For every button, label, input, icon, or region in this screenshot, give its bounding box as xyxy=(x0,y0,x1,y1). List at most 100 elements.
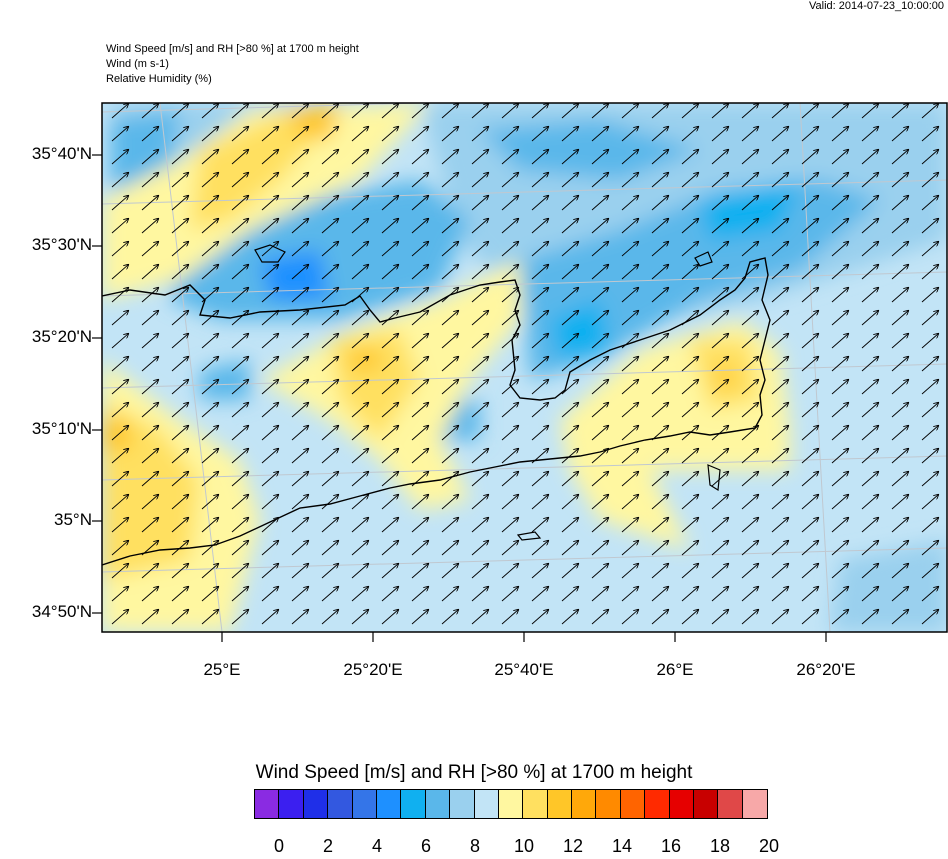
wind-arrow xyxy=(261,334,279,349)
wind-arrow xyxy=(321,219,339,234)
wind-arrow xyxy=(261,288,279,303)
wind-arrow xyxy=(801,587,819,602)
wind-arrow xyxy=(801,311,819,326)
wind-arrow xyxy=(831,380,849,395)
legend-tick: 6 xyxy=(420,836,432,856)
wind-arrow xyxy=(621,173,639,188)
wind-arrow xyxy=(741,196,759,211)
wind-arrow xyxy=(891,426,909,441)
wind-arrow xyxy=(441,610,459,625)
wind-arrow xyxy=(201,426,219,441)
wind-arrow xyxy=(321,265,339,280)
wind-arrow xyxy=(471,357,489,372)
wind-arrow xyxy=(591,242,609,257)
wind-arrow xyxy=(921,518,939,533)
wind-arrow xyxy=(321,610,339,625)
wind-arrow xyxy=(501,541,519,556)
wind-arrow xyxy=(561,449,579,464)
wind-arrow xyxy=(531,196,549,211)
wind-arrow xyxy=(111,150,129,165)
wind-arrow xyxy=(501,449,519,464)
wind-arrow xyxy=(681,426,699,441)
field-layer xyxy=(102,103,947,632)
wind-arrow xyxy=(771,127,789,142)
wind-arrow xyxy=(501,587,519,602)
wind-arrow xyxy=(591,173,609,188)
wind-arrow xyxy=(831,288,849,303)
wind-arrow xyxy=(351,449,369,464)
wind-arrow xyxy=(891,127,909,142)
wind-arrow xyxy=(411,541,429,556)
wind-arrow xyxy=(471,196,489,211)
wind-arrow xyxy=(621,127,639,142)
wind-arrow xyxy=(411,426,429,441)
legend-swatch xyxy=(718,790,743,818)
wind-arrow xyxy=(531,472,549,487)
wind-arrow xyxy=(381,104,399,119)
wind-arrow xyxy=(291,311,309,326)
wind-arrow xyxy=(561,265,579,280)
wind-arrow xyxy=(771,288,789,303)
wind-arrow xyxy=(321,196,339,211)
wind-arrow xyxy=(771,265,789,280)
wind-arrow xyxy=(921,127,939,142)
wind-arrow xyxy=(441,541,459,556)
wind-arrow xyxy=(381,403,399,418)
wind-arrow xyxy=(771,587,789,602)
wind-arrow xyxy=(861,265,879,280)
wind-arrow xyxy=(201,610,219,625)
wind-arrow xyxy=(441,495,459,510)
wind-arrow xyxy=(801,219,819,234)
wind-arrow xyxy=(561,587,579,602)
wind-arrow xyxy=(111,334,129,349)
wind-arrow xyxy=(321,472,339,487)
wind-arrow xyxy=(261,495,279,510)
wind-arrow xyxy=(501,288,519,303)
wind-arrow xyxy=(411,265,429,280)
wind-arrow xyxy=(891,472,909,487)
wind-arrow xyxy=(351,610,369,625)
wind-arrow xyxy=(531,173,549,188)
wind-arrow xyxy=(741,472,759,487)
wind-arrow xyxy=(921,472,939,487)
legend-tick: 0 xyxy=(273,836,285,856)
wind-arrow xyxy=(471,288,489,303)
wind-arrow xyxy=(561,219,579,234)
lat-label: 35°N xyxy=(54,510,92,529)
wind-arrow xyxy=(861,587,879,602)
wind-arrow xyxy=(201,150,219,165)
legend-swatch xyxy=(596,790,621,818)
wind-arrow xyxy=(141,357,159,372)
wind-arrow xyxy=(411,495,429,510)
wind-arrow xyxy=(321,104,339,119)
wind-arrow xyxy=(141,426,159,441)
wind-arrow xyxy=(621,196,639,211)
wind-arrow xyxy=(531,334,549,349)
wind-arrow xyxy=(801,541,819,556)
wind-arrow xyxy=(681,104,699,119)
wind-arrow xyxy=(351,541,369,556)
wind-arrow xyxy=(801,265,819,280)
wind-arrow xyxy=(921,426,939,441)
wind-arrow xyxy=(141,518,159,533)
wind-arrow xyxy=(531,242,549,257)
wind-arrow xyxy=(591,127,609,142)
legend-swatch xyxy=(376,790,402,818)
wind-arrow xyxy=(801,196,819,211)
wind-arrow xyxy=(501,495,519,510)
wind-arrow xyxy=(921,357,939,372)
wind-arrow xyxy=(141,610,159,625)
wind-arrow xyxy=(861,357,879,372)
wind-arrow xyxy=(711,357,729,372)
wind-arrow xyxy=(381,426,399,441)
wind-arrow xyxy=(291,288,309,303)
wind-arrow xyxy=(441,173,459,188)
wind-arrow xyxy=(801,564,819,579)
wind-arrow xyxy=(321,426,339,441)
wind-arrow xyxy=(561,104,579,119)
legend-swatch xyxy=(572,790,597,818)
wind-arrow xyxy=(411,587,429,602)
wind-arrow xyxy=(291,242,309,257)
wind-arrow xyxy=(561,357,579,372)
wind-arrow xyxy=(711,541,729,556)
